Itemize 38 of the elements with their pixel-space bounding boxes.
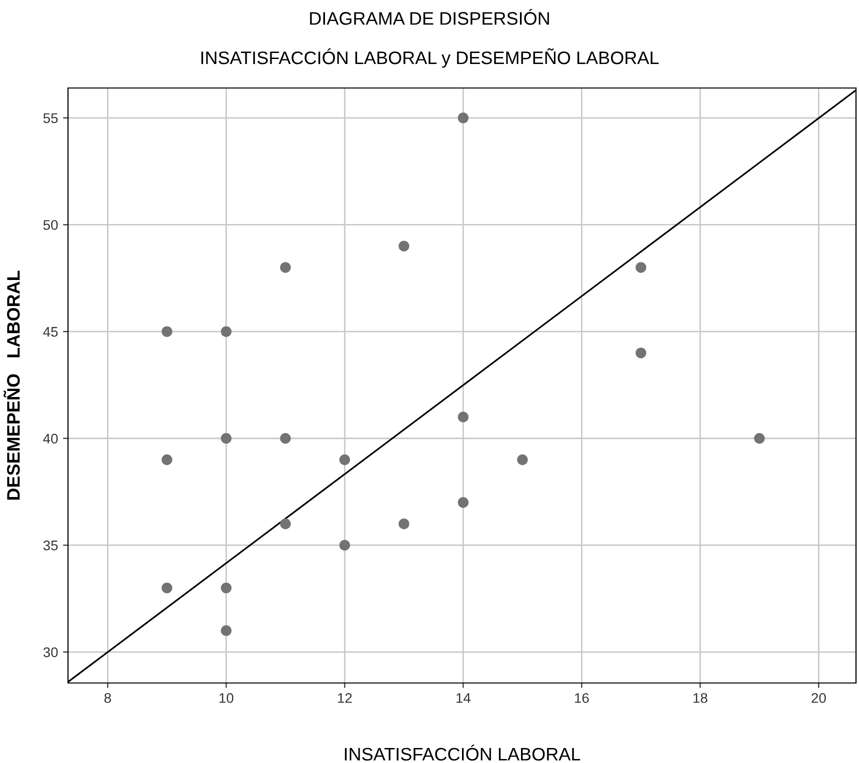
x-tick-label: 14 — [456, 693, 471, 703]
point — [636, 262, 646, 273]
point — [458, 112, 469, 124]
x-tick-label: 16 — [575, 693, 589, 703]
point — [280, 518, 291, 530]
point — [220, 433, 232, 444]
point — [458, 412, 469, 422]
x-tick-label: 18 — [694, 693, 708, 703]
point — [339, 540, 350, 551]
point — [220, 625, 232, 636]
y-tick-label: 55 — [43, 113, 58, 124]
x-axis-title: INSATISFACCIÓN LABORAL — [344, 744, 580, 761]
point — [220, 326, 232, 337]
y-tick-label: 30 — [43, 647, 58, 658]
point — [162, 582, 172, 594]
point — [517, 454, 528, 466]
y-tick-label: 35 — [43, 540, 58, 550]
point — [280, 262, 291, 273]
x-tick-label: 8 — [104, 693, 111, 703]
chart-subtitle: INSATISFACCIÓN LABORAL y DESEMPEÑO LABORAL — [201, 48, 659, 68]
point — [280, 433, 291, 444]
y-axis-title: DESEMEPEÑO LABORAL — [4, 270, 20, 500]
x-tick-label: 20 — [812, 693, 826, 703]
point — [458, 497, 469, 508]
point — [220, 582, 232, 594]
point — [398, 240, 410, 252]
point — [398, 518, 410, 530]
y-tick-label: 50 — [43, 220, 58, 230]
point — [339, 454, 350, 466]
point — [636, 348, 646, 358]
point — [162, 326, 172, 337]
x-tick-label: 12 — [338, 693, 352, 703]
chart-title: DIAGRAMA DE DISPERSIÓN — [310, 9, 549, 25]
point — [754, 433, 765, 444]
y-tick-label: 40 — [43, 434, 58, 444]
y-tick-label: 45 — [43, 327, 58, 337]
point — [162, 454, 172, 466]
x-tick-label: 10 — [220, 693, 234, 703]
